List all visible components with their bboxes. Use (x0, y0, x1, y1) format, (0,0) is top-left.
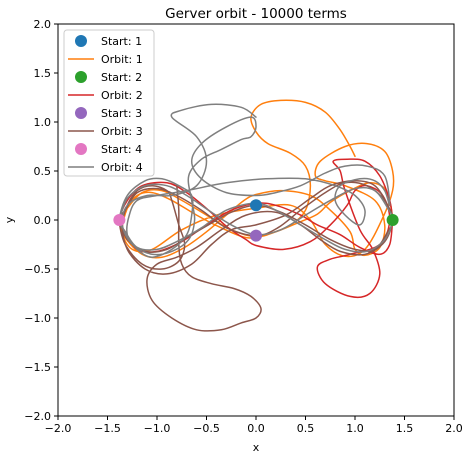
start-marker-1 (250, 199, 262, 212)
y-tick-label: 1.0 (34, 116, 52, 129)
x-tick-label: −2.0 (45, 422, 72, 435)
x-axis-label: x (253, 441, 260, 454)
x-tick-label: 0.5 (297, 422, 315, 435)
legend-label-start-1: Start: 1 (101, 35, 142, 48)
y-tick-label: 2.0 (34, 18, 52, 31)
y-tick-label: 0.5 (34, 165, 52, 178)
legend-label-start-2: Start: 2 (101, 71, 142, 84)
y-tick-label: −1.5 (24, 361, 51, 374)
x-tick-label: −1.0 (144, 422, 171, 435)
legend-label-start-3: Start: 3 (101, 107, 142, 120)
orbit-line-1 (118, 99, 395, 259)
y-tick-label: −1.0 (24, 312, 51, 325)
chart-title: Gerver orbit - 10000 terms (165, 6, 347, 22)
x-axis-ticks: −2.0 −1.5 −1.0 −0.5 0.0 0.5 1.0 1.5 2.0 (45, 416, 463, 435)
legend-label-start-4: Start: 4 (101, 143, 142, 156)
start-marker-4 (113, 214, 126, 226)
legend-label-orbit-2: Orbit: 2 (101, 89, 143, 102)
x-tick-label: −0.5 (193, 422, 220, 435)
orbit-line-4 (118, 103, 394, 258)
x-tick-label: 1.5 (396, 422, 414, 435)
legend-swatch-start-4 (75, 143, 87, 155)
legend-swatch-start-1 (75, 35, 87, 47)
y-tick-label: 1.5 (34, 67, 52, 80)
start-marker-2 (386, 214, 399, 226)
legend-box (63, 29, 155, 177)
legend-label-orbit-4: Orbit: 4 (101, 161, 143, 174)
x-tick-label: 0.0 (247, 422, 265, 435)
legend-label-orbit-1: Orbit: 1 (101, 53, 143, 66)
x-tick-label: −1.5 (94, 422, 121, 435)
y-tick-label: −0.5 (24, 263, 51, 276)
legend-label-orbit-3: Orbit: 3 (101, 125, 143, 138)
start-marker-3 (250, 229, 262, 242)
start-marker-layer (113, 199, 399, 242)
legend: Start: 1 Orbit: 1 Start: 2 Orbit: 2 Start: 3… (63, 29, 155, 177)
legend-swatch-start-3 (75, 107, 87, 119)
y-tick-label: −2.0 (24, 410, 51, 423)
x-tick-label: 2.0 (445, 422, 463, 435)
y-axis-label: y (3, 216, 16, 223)
x-tick-label: 1.0 (346, 422, 364, 435)
y-axis-ticks: −2.0 −1.5 −1.0 −0.5 0.0 0.5 1.0 1.5 2.0 (24, 18, 58, 423)
y-tick-label: 0.0 (34, 214, 52, 227)
legend-swatch-start-2 (75, 71, 87, 83)
